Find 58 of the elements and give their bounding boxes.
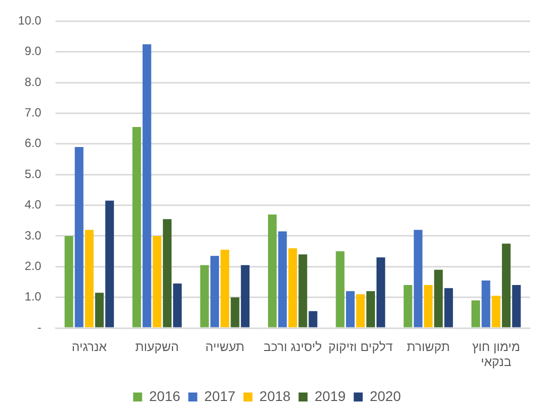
x-tick-label: תעשייה	[205, 340, 244, 354]
legend-label: 2020	[370, 388, 402, 404]
bar	[308, 311, 318, 328]
bar	[434, 270, 443, 328]
x-tick-label: דלקים וזיקוק	[328, 340, 393, 354]
bar	[105, 200, 114, 328]
bar	[288, 248, 297, 328]
y-tick-label: 2.0	[24, 258, 42, 273]
bar	[356, 294, 365, 328]
bar	[471, 300, 480, 328]
y-tick-label: 8.0	[24, 74, 42, 89]
bar	[482, 280, 490, 328]
bar	[424, 285, 433, 328]
y-tick-label: 1.0	[24, 290, 42, 304]
y-tick-label: 6.0	[24, 136, 42, 150]
bar	[376, 257, 386, 328]
bar	[414, 230, 422, 328]
bar	[366, 291, 375, 328]
x-tick-label: ליסינג ורכב	[264, 340, 322, 354]
bar	[64, 236, 74, 328]
legend-label: 2016	[149, 388, 180, 404]
bar	[268, 214, 277, 328]
bar	[173, 284, 182, 328]
y-tick-label: 9.0	[24, 44, 42, 58]
y-tick-label: 10.0	[18, 14, 42, 28]
bar	[74, 146, 84, 328]
y-tick-label: -	[37, 320, 42, 334]
bar	[298, 254, 308, 328]
bar	[84, 230, 94, 328]
bar	[230, 297, 240, 328]
x-tick-label: תקשורת	[406, 340, 450, 354]
y-tick-label: 4.0	[24, 198, 42, 212]
y-tick-label: 5.0	[24, 166, 42, 181]
bar	[502, 244, 511, 328]
x-tick-label: אנרגיה	[72, 340, 107, 354]
x-tick-label: השקעות	[135, 340, 179, 354]
y-tick-label: 3.0	[24, 228, 42, 242]
bar	[220, 250, 230, 328]
bar	[404, 285, 412, 328]
legend-label: 2019	[314, 388, 346, 404]
bar	[278, 231, 287, 328]
bar	[492, 296, 500, 328]
legend-label: 2017	[204, 388, 236, 404]
bar	[336, 251, 344, 328]
bar	[346, 291, 355, 328]
bar	[95, 292, 104, 328]
bar	[240, 265, 250, 328]
legend-label: 2018	[259, 388, 291, 404]
bar	[200, 265, 209, 328]
x-tick-label: מימון חוץ בנקאי	[472, 340, 520, 369]
bar	[512, 285, 521, 328]
y-tick-label: 7.0	[24, 106, 42, 120]
bar	[210, 256, 220, 328]
bar	[142, 44, 152, 328]
bar	[444, 288, 453, 328]
bar	[132, 127, 142, 328]
bar	[162, 219, 172, 328]
bar	[152, 236, 162, 328]
